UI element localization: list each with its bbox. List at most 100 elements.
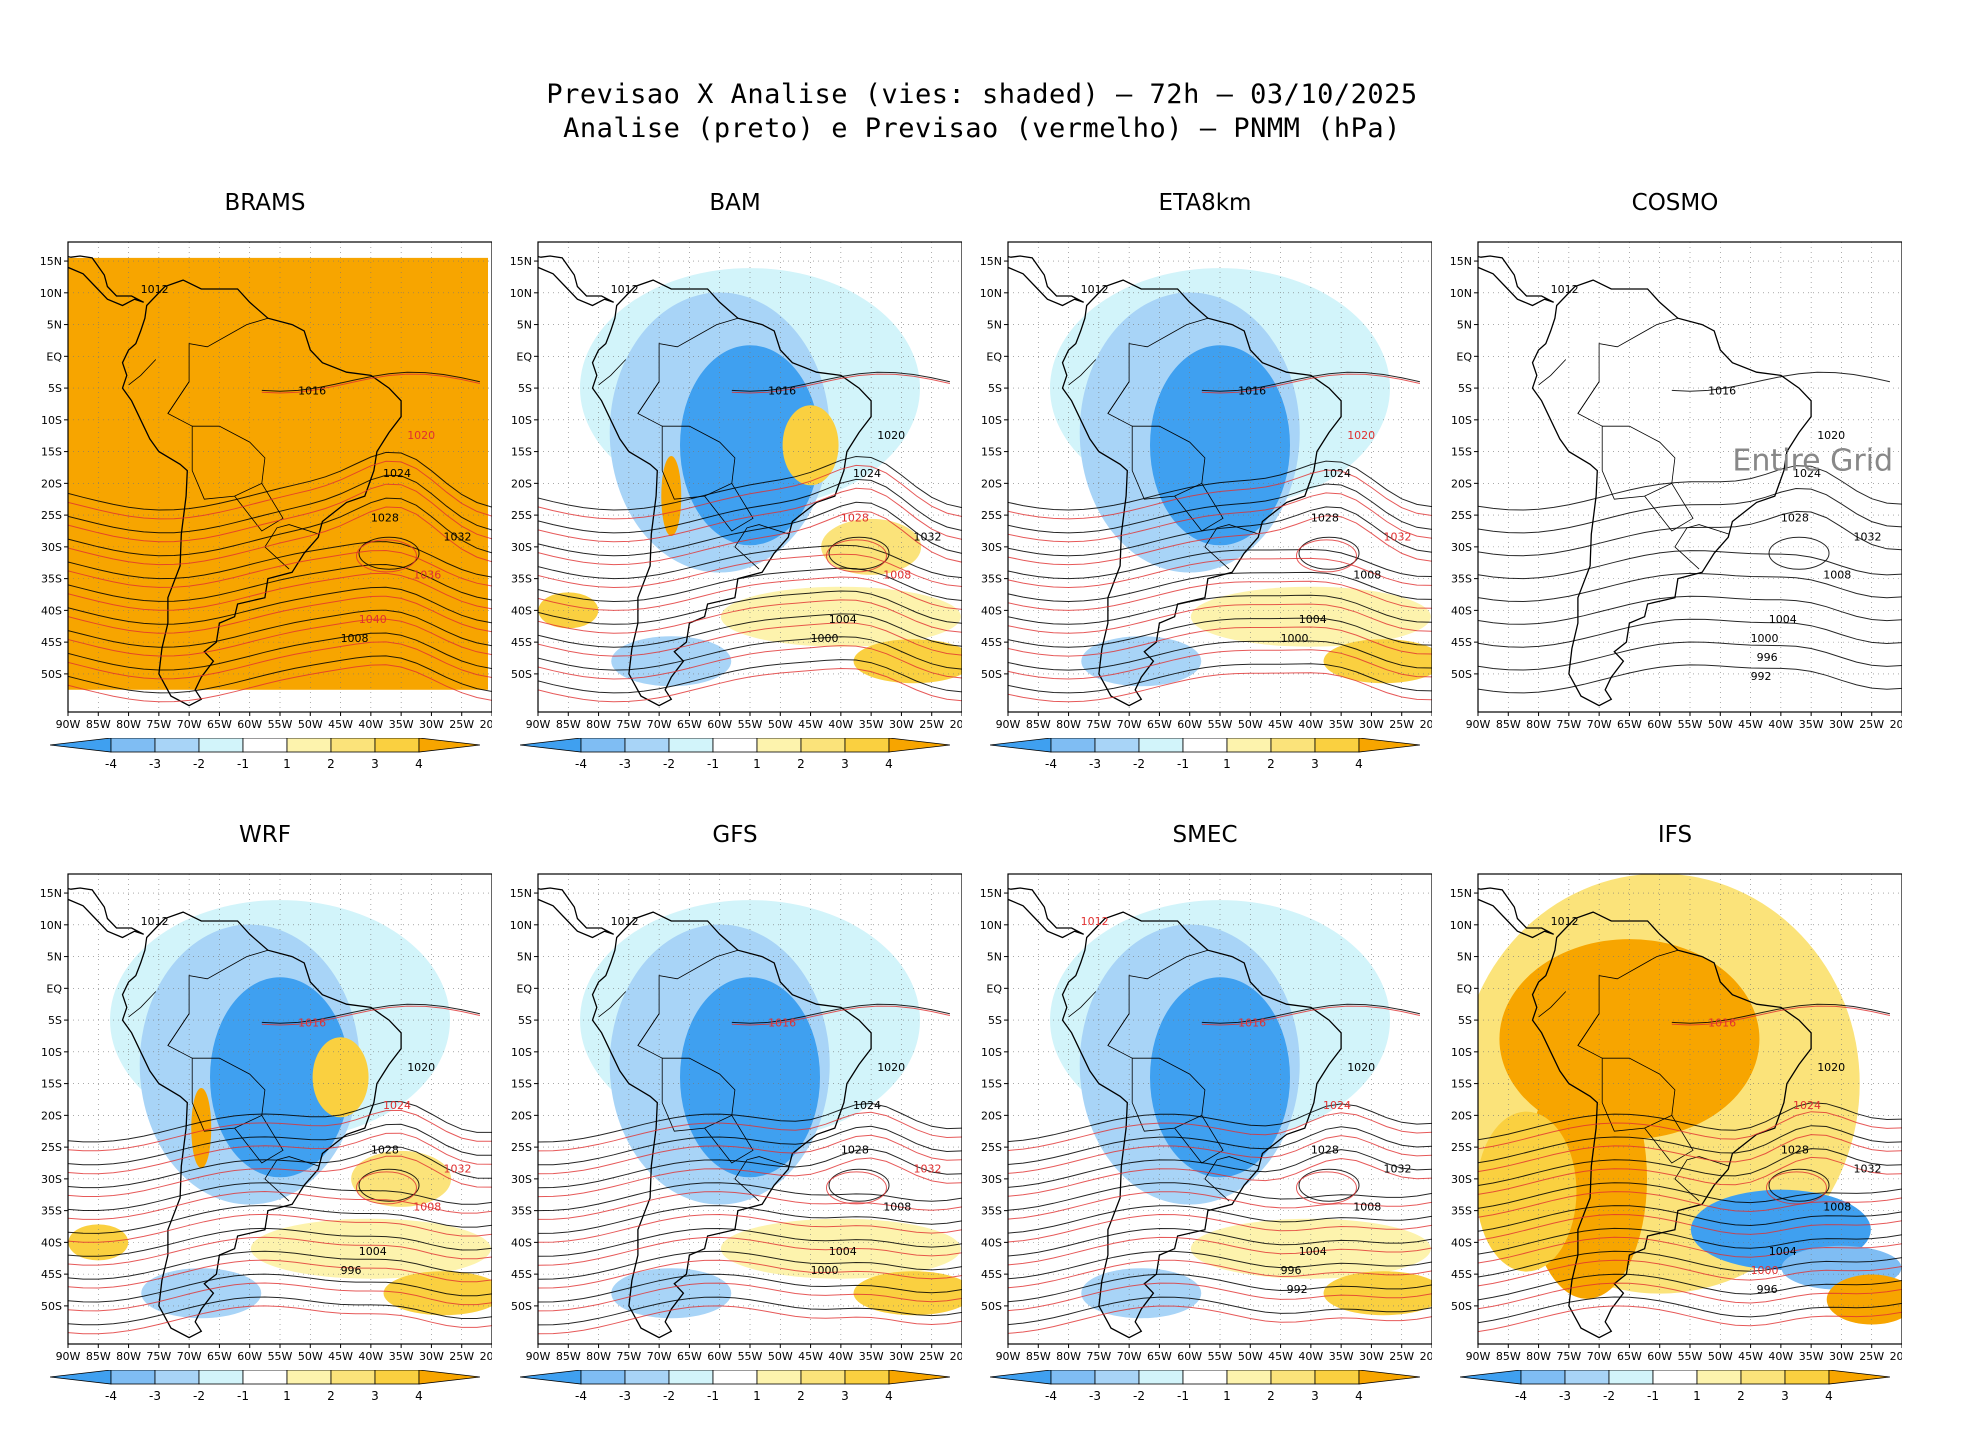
contour-line	[1008, 1250, 1432, 1280]
colorbar-segment	[198, 1370, 244, 1385]
lon-tick-label: 60W	[1177, 1350, 1202, 1362]
contour-line	[538, 645, 962, 680]
contour-label: 1000	[811, 632, 839, 645]
lon-tick-label: 25W	[449, 718, 474, 730]
lon-tick-label: 65W	[677, 718, 702, 730]
lat-tick-label: EQ	[986, 350, 1002, 363]
colorbar-segment	[800, 1370, 846, 1385]
contour-label: 1032	[914, 1163, 942, 1176]
contour-line	[1008, 460, 1432, 511]
contour-line	[538, 455, 962, 511]
high-pressure-contour	[1768, 1168, 1830, 1202]
contour-line	[1008, 594, 1432, 625]
contour-label: 1016	[1708, 384, 1736, 397]
lon-tick-label: 85W	[556, 718, 581, 730]
country-border	[1131, 425, 1206, 500]
map-plot: 1012 1016 1020 1024 1028 1032 1008 1004 1000 996 9…	[1450, 241, 1902, 730]
lat-tick-label: 35S	[41, 1205, 62, 1218]
contour-label: 1032	[444, 531, 472, 544]
lon-tick-label: 60W	[1177, 718, 1202, 730]
lat-tick-label: 20S	[981, 477, 1002, 490]
contour-line	[68, 1146, 492, 1189]
lat-tick-label: 50S	[41, 1300, 62, 1313]
contour-line	[538, 510, 962, 566]
colorbar-label: -3	[1089, 757, 1101, 771]
colorbar-label: 3	[371, 757, 379, 771]
lat-tick-label: 5N	[1457, 951, 1472, 964]
lat-tick-label: 5N	[47, 951, 62, 964]
contour-line	[1008, 580, 1432, 611]
colorbar-segment	[330, 738, 376, 753]
contour-label: 1024	[383, 1099, 411, 1112]
colorbar-segment	[844, 1370, 890, 1385]
contour-label: 1028	[371, 511, 399, 524]
lat-tick-label: EQ	[46, 982, 62, 995]
colorbar-segment	[1094, 738, 1140, 753]
contour-label: 1024	[1323, 1099, 1351, 1112]
contour-label: 1008	[883, 569, 911, 582]
lat-tick-label: 10S	[41, 414, 62, 427]
lat-tick-label: 10N	[1450, 919, 1472, 932]
high-pressure-contour	[1295, 539, 1357, 573]
lat-tick-label: 15S	[1451, 446, 1472, 459]
lon-tick-label: 60W	[707, 1350, 732, 1362]
lon-tick-label: 55W	[1678, 1350, 1703, 1362]
colorbar-arrow-right	[1358, 738, 1420, 753]
contour-line	[68, 506, 492, 566]
contour-line	[68, 1204, 492, 1234]
lon-tick-label: 50W	[1238, 1350, 1263, 1362]
contour-label: 1000	[1751, 632, 1779, 645]
colorbar-arrow-left	[520, 1370, 582, 1385]
lon-tick-label: 30W	[889, 718, 914, 730]
contour-line	[68, 1259, 492, 1289]
map-plot: 1012 1016 1020 1024 1028 1032 1008 1004 1000 15N 1…	[510, 873, 962, 1362]
colorbar-label: 4	[1825, 1389, 1833, 1403]
contour-line	[1478, 641, 1902, 671]
lon-tick-label: 65W	[677, 1350, 702, 1362]
central-america-coastline	[538, 887, 615, 939]
lon-tick-label: 25W	[449, 1350, 474, 1362]
lat-tick-label: 15N	[510, 255, 532, 268]
contour-label: 1000	[1281, 632, 1309, 645]
lat-tick-label: EQ	[1456, 350, 1472, 363]
contour-line	[538, 487, 962, 543]
contour-line	[1008, 1126, 1432, 1165]
lat-tick-label: 15S	[511, 446, 532, 459]
lon-tick-label: 80W	[586, 718, 611, 730]
colorbar-label: 4	[1355, 757, 1363, 771]
contour-line	[1478, 1205, 1902, 1232]
lat-tick-label: 15S	[41, 446, 62, 459]
colorbar-arrow-left	[50, 738, 112, 753]
lon-tick-label: 35W	[1799, 1350, 1824, 1362]
colorbar-label: 3	[1311, 757, 1319, 771]
contour-line	[731, 1005, 951, 1026]
colorbar-segment	[1226, 738, 1272, 753]
colorbar-arrow-left	[990, 738, 1052, 753]
colorbar-segment	[1270, 738, 1316, 753]
contour-line	[68, 1282, 492, 1312]
map-plot: 1012 1016 1020 1024 1028 1032 1008 1004 1000 15N 1…	[980, 241, 1432, 730]
lon-tick-label: 50W	[298, 718, 323, 730]
bias-shading	[68, 257, 488, 690]
lat-tick-label: 10N	[1450, 287, 1472, 300]
colorbar: -4 -3 -2 -1 1 2 3 4	[520, 738, 950, 771]
contour-line	[1008, 571, 1432, 603]
lon-tick-label: 75W	[146, 1350, 171, 1362]
lat-tick-label: 35S	[981, 1205, 1002, 1218]
contour-line	[538, 576, 962, 611]
lon-tick-label: 90W	[526, 1350, 551, 1362]
colorbar-label: -3	[619, 757, 631, 771]
contour-line	[538, 553, 962, 589]
colorbar: -4 -3 -2 -1 1 2 3 4	[50, 738, 480, 771]
lat-tick-label: 10N	[510, 287, 532, 300]
colorbar-arrow-right	[888, 738, 950, 753]
lat-tick-label: 45S	[1451, 636, 1472, 649]
contour-line	[1008, 1191, 1432, 1220]
colorbar-label: -4	[105, 757, 117, 771]
lon-tick-label: 55W	[738, 1350, 763, 1362]
country-border	[1644, 483, 1694, 532]
lon-tick-label: 70W	[647, 718, 672, 730]
lat-tick-label: 50S	[41, 668, 62, 681]
lat-tick-label: 5S	[48, 1014, 62, 1027]
contour-line	[1201, 1003, 1421, 1024]
